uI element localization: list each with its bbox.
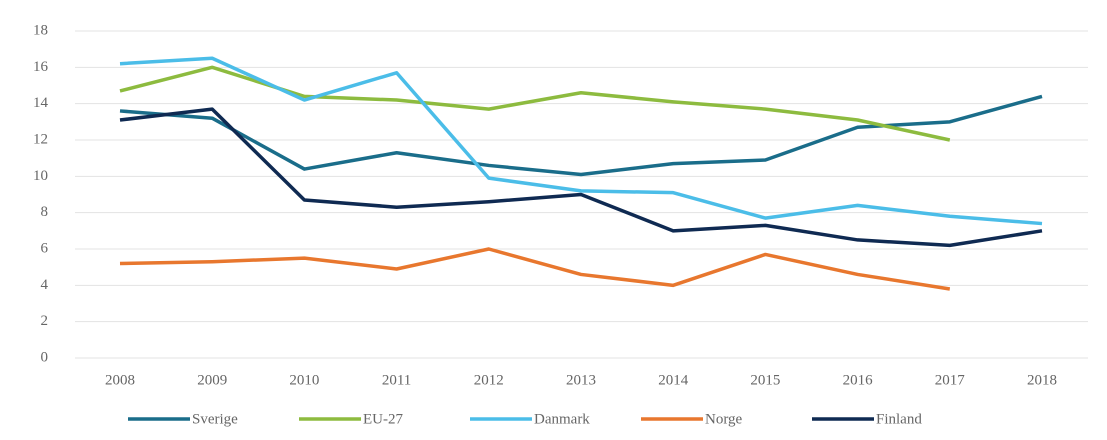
series-line: [119, 94, 1043, 177]
x-tick-label: 2014: [658, 372, 689, 388]
y-tick-label: 4: [41, 277, 49, 293]
y-tick-label: 6: [41, 240, 49, 256]
legend-label: EU-27: [363, 411, 403, 427]
y-tick-label: 18: [33, 22, 48, 38]
legend-label: Norge: [705, 411, 743, 427]
y-tick-label: 10: [33, 168, 48, 184]
x-tick-label: 2015: [750, 372, 780, 388]
y-tick-label: 0: [41, 349, 49, 365]
series-line: [119, 107, 1043, 248]
x-tick-label: 2012: [474, 372, 504, 388]
y-tick-label: 14: [33, 95, 49, 111]
series-line: [119, 247, 951, 291]
y-tick-label: 12: [33, 131, 48, 147]
legend-label: Sverige: [192, 411, 238, 427]
x-tick-label: 2009: [197, 372, 227, 388]
legend-label: Finland: [876, 411, 922, 427]
y-tick-label: 2: [41, 313, 49, 329]
x-tick-label: 2013: [566, 372, 596, 388]
legend-label: Danmark: [534, 411, 590, 427]
series-line: [119, 56, 1043, 226]
x-tick-label: 2008: [105, 372, 135, 388]
x-tick-label: 2017: [935, 372, 966, 388]
y-tick-label: 8: [41, 204, 49, 220]
x-tick-label: 2018: [1027, 372, 1057, 388]
x-tick-label: 2011: [382, 372, 411, 388]
y-tick-label: 16: [33, 59, 49, 75]
x-tick-label: 2010: [289, 372, 319, 388]
series-line: [119, 65, 951, 142]
x-tick-label: 2016: [843, 372, 874, 388]
